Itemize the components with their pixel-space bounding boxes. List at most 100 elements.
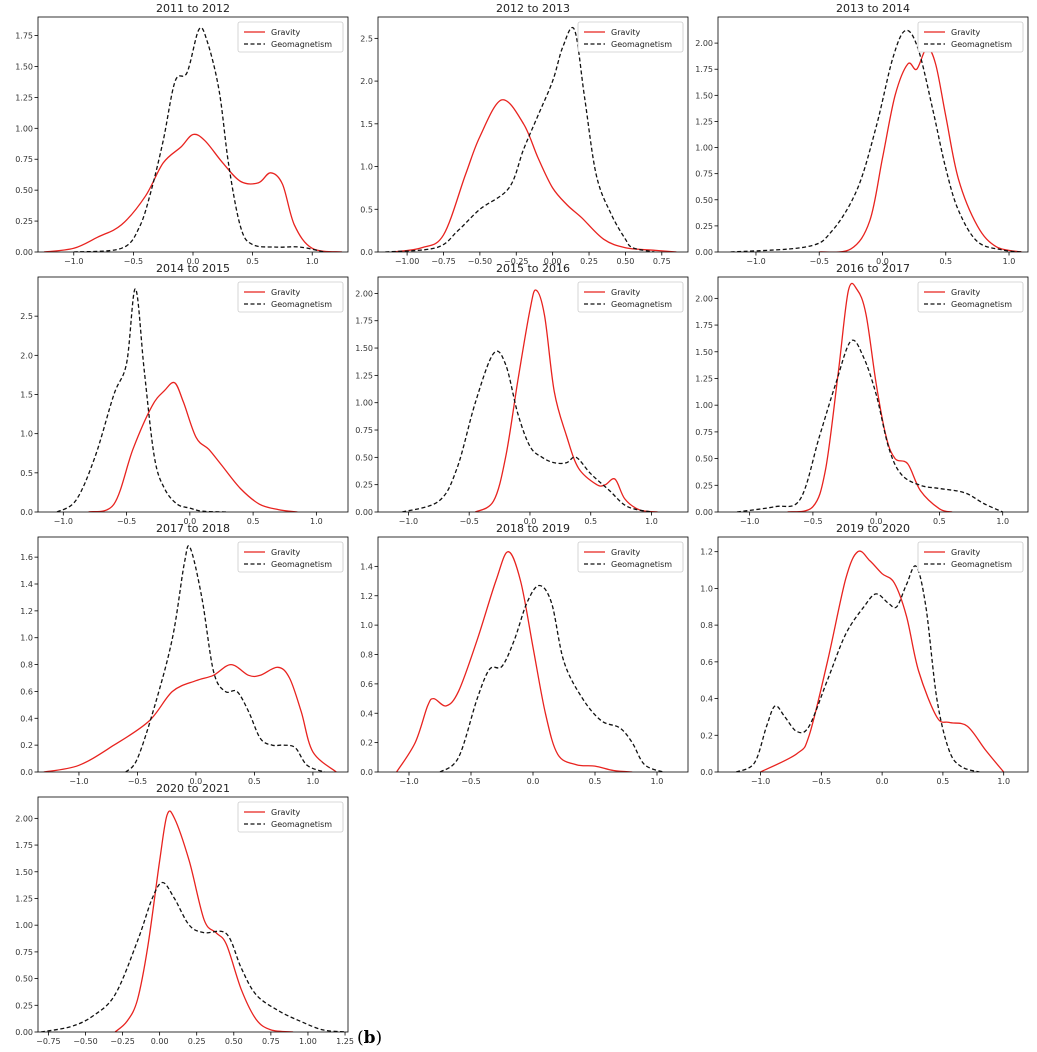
- y-tick-label: 1.4: [360, 562, 373, 571]
- x-tick-label: −0.5: [459, 517, 478, 526]
- y-tick-label: 1.25: [355, 371, 373, 380]
- y-tick-label: 1.50: [15, 62, 33, 71]
- legend: Gravity Geomagnetism: [577, 281, 684, 313]
- y-tick-label: 0.25: [355, 481, 373, 490]
- panel-8: 2018 to 2019 −1.0 −0.5 0.0 0.5 1.0 0.0 0.2 0.4 0.…: [360, 522, 689, 786]
- geomagnetism-curve: [402, 350, 652, 512]
- legend: Gravity Geomagnetism: [917, 21, 1024, 53]
- y-tick-label: 1.0: [700, 584, 713, 593]
- panel-4: 2014 to 2015 −1.0 −0.5 0.0 0.5 1.0 0.0 0.5 1.0 1.…: [20, 262, 349, 526]
- figure-label-letter: b: [363, 1028, 376, 1048]
- geomagnetism-curve: [730, 29, 1022, 252]
- panel-title: 2017 to 2018: [156, 522, 230, 535]
- x-tick-label: 0.5: [937, 777, 950, 786]
- panel-title: 2019 to 2020: [836, 522, 910, 535]
- legend: Gravity Geomagnetism: [917, 541, 1024, 573]
- y-tick-label: 0.6: [700, 658, 713, 667]
- legend-label-gravity: Gravity: [611, 288, 640, 297]
- axes-frame: [717, 16, 1029, 253]
- y-tick-label: 0.75: [355, 426, 373, 435]
- y-tick-label: 1.25: [15, 894, 33, 903]
- x-tick-label: 0.00: [151, 1037, 169, 1046]
- y-tick-label: 0.0: [700, 768, 713, 777]
- x-tick-label: 1.0: [996, 517, 1009, 526]
- y-tick-label: 0.50: [695, 455, 713, 464]
- geomagnetism-curve: [40, 881, 346, 1032]
- y-tick-label: 0.75: [695, 428, 713, 437]
- x-tick-label: 0.50: [225, 1037, 243, 1046]
- legend: Gravity Geomagnetism: [237, 801, 344, 833]
- panel-title: 2018 to 2019: [496, 522, 570, 535]
- y-tick-label: 0.4: [360, 709, 373, 718]
- geomagnetism-curve: [73, 27, 325, 252]
- y-tick-label: 0.00: [695, 508, 713, 517]
- y-tick-label: 1.25: [695, 117, 713, 126]
- y-tick-label: 1.50: [15, 868, 33, 877]
- panel-title: 2011 to 2012: [156, 2, 230, 15]
- y-tick-label: 0.5: [20, 469, 33, 478]
- y-tick-label: 0.6: [360, 680, 373, 689]
- x-tick-label: 0.75: [262, 1037, 280, 1046]
- legend-label-gravity: Gravity: [271, 808, 300, 817]
- legend: Gravity Geomagnetism: [237, 281, 344, 313]
- legend-label-gravity: Gravity: [271, 548, 300, 557]
- panel-title: 2013 to 2014: [836, 2, 910, 15]
- panel-title: 2020 to 2021: [156, 782, 230, 795]
- y-tick-label: 0.2: [360, 739, 373, 748]
- panel-10: 2020 to 2021 −0.75 −0.50 −0.25 0.00 0.25 0.50 0…: [15, 782, 354, 1046]
- legend-label-geomagnetism: Geomagnetism: [271, 820, 332, 829]
- x-tick-label: 1.0: [306, 257, 319, 266]
- panel-6: 2016 to 2017 −1.0 −0.5 0.0 0.5 1.0 0.00 0.25 0.5…: [695, 262, 1029, 526]
- y-tick-label: 2.0: [360, 77, 373, 86]
- y-tick-label: 1.5: [360, 120, 373, 129]
- panel-7: 2017 to 2018 −1.0 −0.5 0.0 0.5 1.0 0.0 0.2 0.4 0.…: [20, 522, 349, 786]
- y-tick-label: 0.00: [355, 508, 373, 517]
- y-tick-label: 0.6: [20, 687, 33, 696]
- y-tick-label: 0.4: [20, 714, 33, 723]
- gravity-curve: [43, 663, 337, 772]
- y-tick-label: 0.25: [15, 217, 33, 226]
- x-tick-label: 1.0: [997, 777, 1010, 786]
- x-tick-label: 0.0: [190, 777, 203, 786]
- legend-label-gravity: Gravity: [951, 548, 980, 557]
- y-tick-label: 1.0: [360, 621, 373, 630]
- legend-label-geomagnetism: Geomagnetism: [611, 560, 672, 569]
- y-tick-label: 1.50: [355, 344, 373, 353]
- x-tick-label: 0.0: [876, 257, 889, 266]
- x-tick-label: −1.0: [399, 777, 418, 786]
- y-tick-label: 1.75: [695, 65, 713, 74]
- x-tick-label: −0.25: [504, 257, 529, 266]
- axes-frame: [37, 796, 349, 1033]
- x-tick-label: 0.5: [584, 517, 597, 526]
- y-tick-label: 2.00: [355, 289, 373, 298]
- y-tick-label: 0.00: [15, 248, 33, 257]
- x-tick-label: −0.75: [431, 257, 456, 266]
- panel-title: 2012 to 2013: [496, 2, 570, 15]
- y-tick-label: 2.00: [15, 814, 33, 823]
- legend-label-geomagnetism: Geomagnetism: [271, 40, 332, 49]
- x-tick-label: −0.75: [36, 1037, 61, 1046]
- gravity-curve: [396, 551, 633, 772]
- y-tick-label: 0.2: [20, 741, 33, 750]
- geomagnetism-curve: [125, 545, 325, 772]
- x-tick-label: −0.5: [461, 777, 480, 786]
- x-tick-label: 1.0: [651, 777, 664, 786]
- y-tick-label: 0.8: [700, 621, 713, 630]
- x-tick-label: −1.0: [751, 777, 770, 786]
- gravity-curve: [43, 133, 343, 252]
- legend-label-geomagnetism: Geomagnetism: [611, 40, 672, 49]
- y-tick-label: 2.0: [20, 351, 33, 360]
- y-tick-label: 0.8: [20, 661, 33, 670]
- panel-title: 2016 to 2017: [836, 262, 910, 275]
- y-tick-label: 1.00: [15, 921, 33, 930]
- y-tick-label: 1.2: [700, 548, 713, 557]
- x-tick-label: −1.0: [54, 517, 73, 526]
- gravity-curve: [114, 810, 294, 1032]
- y-tick-label: 0.0: [360, 248, 373, 257]
- axes-frame: [377, 16, 689, 253]
- geomagnetism-curve: [736, 339, 1003, 512]
- y-tick-label: 0.75: [695, 170, 713, 179]
- x-tick-label: 0.75: [653, 257, 671, 266]
- x-tick-label: −0.5: [803, 517, 822, 526]
